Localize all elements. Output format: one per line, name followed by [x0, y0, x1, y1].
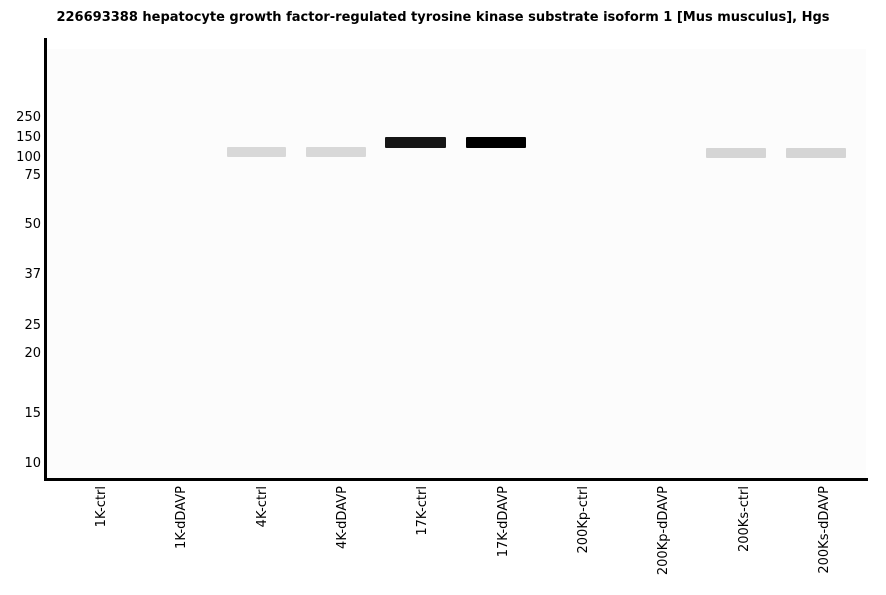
- y-tick-label-20: 20: [24, 346, 41, 361]
- y-axis-line: [44, 38, 47, 481]
- y-tick-label-37: 37: [24, 267, 41, 282]
- x-lane-label-200Ks-dDAVP: 200Ks-dDAVP: [816, 486, 832, 574]
- y-tick-label-250: 250: [16, 110, 41, 125]
- y-tick-label-10: 10: [24, 456, 41, 471]
- protein-band-17K-ctrl: [385, 137, 446, 148]
- x-lane-label-4K-ctrl: 4K-ctrl: [254, 486, 270, 528]
- x-lane-label-4K-dDAVP: 4K-dDAVP: [334, 486, 350, 549]
- x-lane-label-17K-ctrl: 17K-ctrl: [414, 486, 430, 536]
- y-tick-label-15: 15: [24, 406, 41, 421]
- y-tick-label-100: 100: [16, 150, 41, 165]
- x-lane-label-17K-dDAVP: 17K-dDAVP: [495, 486, 511, 558]
- x-lane-label-1K-ctrl: 1K-ctrl: [93, 486, 109, 528]
- x-lane-label-1K-dDAVP: 1K-dDAVP: [173, 486, 189, 549]
- y-tick-label-25: 25: [24, 318, 41, 333]
- x-lane-label-200Kp-dDAVP: 200Kp-dDAVP: [655, 486, 671, 576]
- x-axis-line: [44, 478, 868, 481]
- x-lane-label-200Kp-ctrl: 200Kp-ctrl: [575, 486, 591, 554]
- plot-area: [46, 49, 866, 478]
- protein-band-4K-ctrl: [227, 147, 286, 157]
- protein-band-200Ks-ctrl: [706, 148, 766, 158]
- protein-band-4K-dDAVP: [306, 147, 366, 157]
- protein-band-200Ks-dDAVP: [786, 148, 846, 158]
- chart-title: 226693388 hepatocyte growth factor-regul…: [56, 10, 830, 25]
- y-tick-label-50: 50: [24, 217, 41, 232]
- x-lane-label-200Ks-ctrl: 200Ks-ctrl: [736, 486, 752, 553]
- protein-band-17K-dDAVP: [466, 137, 526, 148]
- y-tick-label-75: 75: [24, 168, 41, 183]
- y-tick-label-150: 150: [16, 130, 41, 145]
